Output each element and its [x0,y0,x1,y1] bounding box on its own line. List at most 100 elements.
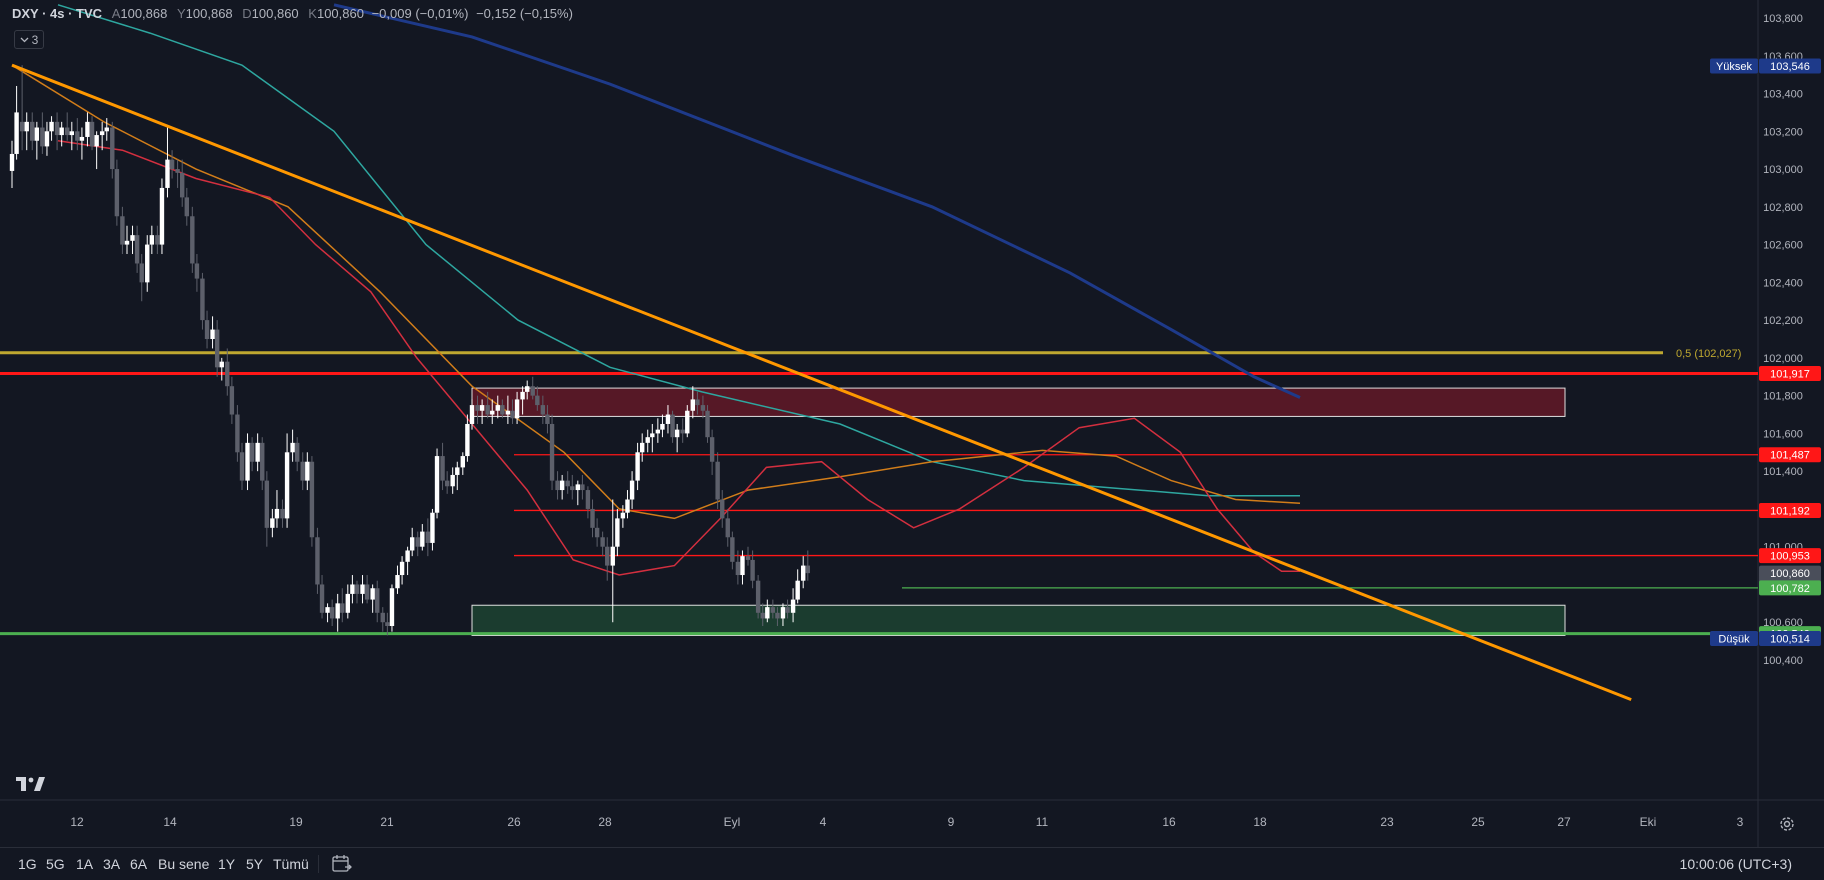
candle-body [260,442,265,481]
timeframe-1g[interactable]: 1G [18,856,37,872]
candle-body [450,474,455,487]
change-total-value: −0,152 (−0,15%) [476,6,573,21]
price-label-box [1759,630,1821,646]
candle-body [575,484,580,491]
candle-body [139,263,144,283]
candle-body [340,603,345,613]
chart-settings-icon[interactable] [1778,815,1796,833]
timeframe-5g[interactable]: 5G [46,856,65,872]
candle-body [495,405,500,411]
candle-body [725,518,730,538]
candle-body [255,442,260,462]
timeframe-bu-sene[interactable]: Bu sene [158,856,210,872]
candle-body [485,405,490,415]
price-tick-label: 103,800 [1763,13,1803,25]
time-tick-label: 21 [380,815,394,829]
time-tick-label: 12 [70,815,84,829]
candle-body [104,127,109,132]
candle-body [510,410,515,419]
candle-body [730,537,735,562]
clock-timezone[interactable]: 10:00:06 (UTC+3) [1679,856,1792,872]
candle-body [89,121,95,147]
time-tick-label: 9 [948,815,955,829]
time-tick-label: 28 [598,815,612,829]
candle-body [204,320,210,339]
candle-body [34,127,40,141]
candle-body [225,361,230,387]
timeframe-tumu[interactable]: Tümü [273,856,309,872]
candle-body [264,480,270,528]
candle-body [284,452,290,519]
candle-body [219,361,224,368]
candle-body [270,518,275,528]
candle-body [300,461,305,481]
candle-body [700,405,706,411]
candle-body [395,575,400,589]
time-tick-label: 18 [1253,815,1267,829]
candle-body [69,131,74,136]
candle-body [49,121,54,132]
candle-body [380,612,385,623]
price-labels-layer: 0,5 (102,027) 103,546 Yüksek 101,917 101,487… [1676,58,1821,646]
candle-body [430,512,435,543]
price-tick-label: 102,800 [1763,202,1803,214]
candle-body [559,480,565,491]
time-tick-label: 27 [1557,815,1571,829]
candle-body [249,442,255,462]
candle-body [650,433,655,438]
high-value: 100,868 [185,6,233,21]
calendar-range-icon[interactable] [331,854,353,874]
candle-body [124,240,130,245]
price-tag-box [1710,630,1758,646]
price-chart[interactable]: 100,400100,600100,800101,000101,200101,4… [0,0,1824,847]
price-label-text: 100,782 [1770,583,1810,595]
indicators-count: 3 [31,32,39,47]
candle-body [134,235,140,264]
candle-body [629,480,635,500]
candle-body [535,395,540,406]
price-tick-label: 102,000 [1763,353,1803,365]
candle-body [685,410,690,434]
grid-layer [0,0,1824,847]
timeframe-3a[interactable]: 3A [103,856,121,872]
candle-body [165,159,170,188]
candle-body [175,169,180,173]
timeframe-6a[interactable]: 6A [130,856,148,872]
timeframe-1a[interactable]: 1A [76,856,94,872]
candle-body [59,127,64,136]
candle-body [655,429,661,434]
candle-body [120,216,125,245]
timeframe-5y[interactable]: 5Y [246,856,264,872]
candle-body [775,612,780,619]
candle-body [625,499,630,513]
price-label-text: 103,546 [1770,61,1810,73]
price-tick-label: 100,400 [1763,655,1803,667]
candle-body [709,437,715,462]
candle-body [635,452,640,481]
candle-body [665,414,671,424]
price-label-text: 100,953 [1770,551,1810,563]
candle-body [580,484,585,491]
time-tick-label: 3 [1737,815,1744,829]
resistance-zone [471,387,1566,417]
symbol-title[interactable]: DXY · 4s · TVC [12,6,103,21]
candle-body [309,461,315,538]
open-label: A [111,6,121,21]
candle-body [85,121,90,137]
trend-line [11,63,1632,702]
candle-body [229,386,235,415]
timeframe-1y[interactable]: 1Y [218,856,236,872]
candle-body [455,467,460,475]
candle-body [24,121,29,132]
candle-body [329,607,335,619]
candle-body [740,556,745,576]
low-label: D [242,6,252,21]
candle-body [755,580,761,613]
candle-body [200,278,205,321]
candle-body [130,235,135,241]
candle-body [405,550,410,562]
candle-body [114,169,120,217]
indicators-toggle-button[interactable]: 3 [14,30,44,49]
candle-body [525,386,530,392]
candle-body [245,442,250,481]
